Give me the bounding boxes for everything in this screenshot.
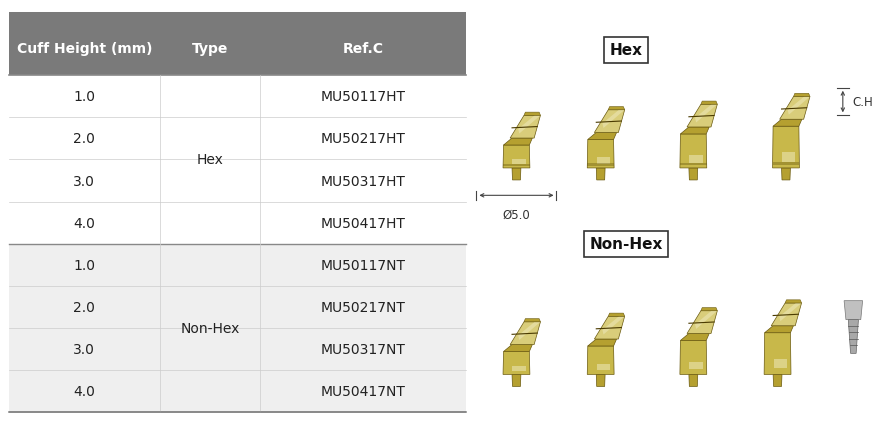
Polygon shape: [608, 107, 625, 110]
Polygon shape: [771, 303, 802, 326]
Polygon shape: [780, 303, 802, 321]
Polygon shape: [596, 169, 605, 180]
Bar: [9, 160, 466, 202]
Polygon shape: [772, 127, 799, 169]
Polygon shape: [513, 366, 526, 371]
Polygon shape: [695, 105, 718, 123]
Polygon shape: [780, 97, 810, 120]
Polygon shape: [680, 334, 710, 341]
Text: Ref.C: Ref.C: [342, 42, 383, 56]
Text: MU50417NT: MU50417NT: [321, 385, 406, 399]
Bar: [9, 286, 466, 328]
Text: Type: Type: [192, 42, 228, 56]
Text: Ø5.0: Ø5.0: [503, 208, 530, 222]
Bar: [9, 328, 466, 371]
Polygon shape: [689, 362, 702, 370]
Polygon shape: [764, 326, 794, 333]
Polygon shape: [701, 308, 718, 311]
Polygon shape: [518, 322, 540, 340]
Text: MU50217HT: MU50217HT: [321, 132, 406, 146]
Polygon shape: [594, 317, 625, 339]
FancyBboxPatch shape: [0, 13, 475, 85]
Polygon shape: [687, 105, 718, 128]
Polygon shape: [587, 346, 614, 374]
Text: MU50117NT: MU50117NT: [321, 258, 406, 272]
Polygon shape: [773, 120, 802, 127]
Text: Non-Hex: Non-Hex: [590, 237, 663, 252]
Text: 2.0: 2.0: [73, 132, 95, 146]
Polygon shape: [680, 341, 707, 374]
Polygon shape: [689, 374, 698, 387]
Polygon shape: [680, 134, 707, 169]
Polygon shape: [504, 345, 532, 352]
Polygon shape: [510, 116, 540, 139]
Polygon shape: [512, 169, 521, 180]
Polygon shape: [510, 322, 540, 345]
Polygon shape: [597, 158, 610, 164]
Polygon shape: [849, 320, 858, 353]
Polygon shape: [524, 319, 540, 322]
Text: MU50417HT: MU50417HT: [321, 216, 406, 230]
Polygon shape: [844, 301, 863, 320]
Polygon shape: [772, 163, 799, 165]
Polygon shape: [687, 311, 718, 334]
Polygon shape: [588, 339, 616, 346]
Text: 4.0: 4.0: [73, 385, 95, 399]
Bar: [9, 76, 466, 118]
Text: MU50217NT: MU50217NT: [321, 300, 406, 314]
Text: Cuff Height (mm): Cuff Height (mm): [17, 42, 152, 56]
Bar: [9, 244, 466, 286]
Polygon shape: [680, 164, 707, 166]
Bar: [9, 202, 466, 244]
Polygon shape: [524, 113, 540, 116]
Text: Hex: Hex: [196, 153, 223, 167]
Polygon shape: [602, 110, 625, 129]
Text: 3.0: 3.0: [73, 174, 95, 188]
Polygon shape: [788, 97, 810, 116]
Text: MU50317NT: MU50317NT: [321, 343, 406, 357]
Text: Hex: Hex: [609, 43, 642, 58]
Polygon shape: [785, 300, 802, 303]
Text: 2.0: 2.0: [73, 300, 95, 314]
Polygon shape: [587, 140, 614, 169]
Polygon shape: [503, 352, 530, 374]
Polygon shape: [701, 102, 718, 105]
Bar: [9, 371, 466, 413]
Text: 3.0: 3.0: [73, 343, 95, 357]
Polygon shape: [594, 110, 625, 133]
Text: MU50117HT: MU50117HT: [321, 90, 406, 104]
Polygon shape: [518, 116, 540, 134]
Polygon shape: [695, 311, 718, 329]
Polygon shape: [602, 317, 625, 335]
Text: C.H: C.H: [852, 95, 873, 109]
Polygon shape: [503, 146, 530, 169]
Polygon shape: [597, 364, 610, 370]
Polygon shape: [504, 139, 532, 146]
Polygon shape: [608, 314, 625, 317]
Polygon shape: [689, 155, 702, 163]
Polygon shape: [587, 164, 614, 166]
Polygon shape: [764, 333, 791, 374]
Polygon shape: [781, 169, 790, 180]
Text: 1.0: 1.0: [73, 258, 95, 272]
Bar: [9, 118, 466, 160]
Polygon shape: [503, 165, 530, 167]
Polygon shape: [773, 374, 782, 387]
Polygon shape: [782, 153, 796, 162]
Polygon shape: [773, 359, 787, 368]
Polygon shape: [512, 374, 521, 387]
Polygon shape: [588, 133, 616, 140]
Text: Non-Hex: Non-Hex: [180, 321, 240, 336]
Polygon shape: [596, 374, 605, 387]
Text: 4.0: 4.0: [73, 216, 95, 230]
Text: 1.0: 1.0: [73, 90, 95, 104]
Polygon shape: [794, 94, 810, 97]
Text: MU50317HT: MU50317HT: [321, 174, 406, 188]
Polygon shape: [680, 128, 710, 134]
Polygon shape: [513, 160, 526, 165]
Polygon shape: [689, 169, 698, 180]
